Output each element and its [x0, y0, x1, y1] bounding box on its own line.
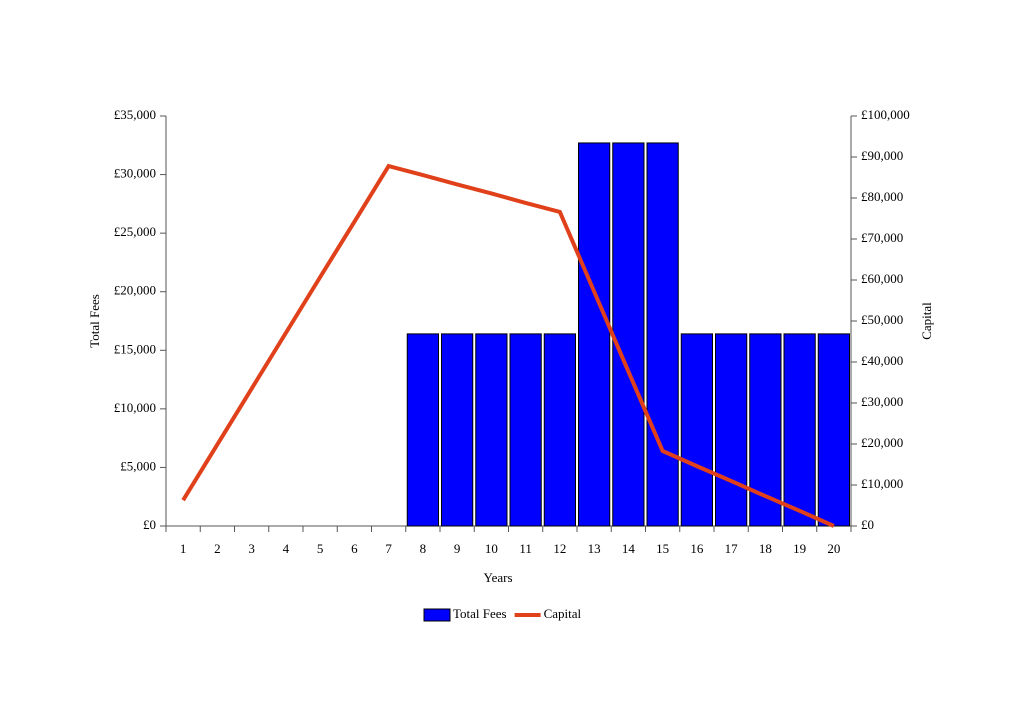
y2-tick-label: £60,000 [861, 271, 903, 286]
x-tick-label: 17 [725, 541, 739, 556]
bar [509, 333, 542, 527]
x-tick-label: 19 [793, 541, 806, 556]
x-tick-label: 7 [385, 541, 392, 556]
bar [715, 333, 748, 527]
line [181, 163, 835, 528]
y-axis-label: Total Fees [87, 294, 102, 348]
y2-tick-label: £50,000 [861, 312, 903, 327]
x-tick-label: 2 [214, 541, 221, 556]
bar [646, 142, 679, 527]
legend-label: Capital [544, 606, 582, 621]
bar [817, 333, 850, 527]
x-tick-label: 13 [588, 541, 601, 556]
y-tick-label: £0 [143, 517, 156, 532]
y2-tick-label: £0 [861, 517, 874, 532]
x-tick-label: 16 [690, 541, 704, 556]
y-tick-label: £25,000 [114, 224, 156, 239]
x-tick-label: 1 [180, 541, 187, 556]
y-tick-label: £5,000 [120, 458, 156, 473]
x-tick-label: 6 [351, 541, 358, 556]
x-tick-label: 14 [622, 541, 636, 556]
bar [680, 333, 713, 527]
x-tick-label: 11 [519, 541, 532, 556]
y2-tick-label: £20,000 [861, 435, 903, 450]
x-tick-label: 4 [283, 541, 290, 556]
bar [406, 333, 439, 527]
y-tick-label: £10,000 [114, 400, 156, 415]
bar [543, 333, 576, 527]
y2-tick-label: £80,000 [861, 189, 903, 204]
bar [578, 142, 611, 527]
y-tick-label: £30,000 [114, 166, 156, 181]
y-tick-label: £20,000 [114, 283, 156, 298]
y2-tick-label: £30,000 [861, 394, 903, 409]
legend-label: Total Fees [453, 606, 507, 621]
x-tick-label: 3 [248, 541, 255, 556]
y-tick-label: £35,000 [114, 107, 156, 122]
bar [441, 333, 474, 527]
y2-tick-label: £10,000 [861, 476, 903, 491]
x-tick-label: 5 [317, 541, 324, 556]
x-tick-label: 12 [553, 541, 566, 556]
y2-axis-label: Capital [919, 302, 934, 340]
y2-tick-label: £90,000 [861, 148, 903, 163]
y2-tick-label: £70,000 [861, 230, 903, 245]
x-tick-label: 9 [454, 541, 461, 556]
bar [612, 142, 645, 527]
y2-tick-label: £40,000 [861, 353, 903, 368]
x-axis-label: Years [483, 570, 512, 585]
x-tick-label: 8 [420, 541, 427, 556]
x-tick-label: 10 [485, 541, 498, 556]
x-tick-label: 18 [759, 541, 772, 556]
x-tick-label: 20 [827, 541, 840, 556]
y2-tick-label: £100,000 [861, 107, 910, 122]
x-tick-label: 15 [656, 541, 669, 556]
bar [783, 333, 816, 527]
legend-swatch [423, 608, 451, 622]
bar [475, 333, 508, 527]
y-tick-label: £15,000 [114, 341, 156, 356]
